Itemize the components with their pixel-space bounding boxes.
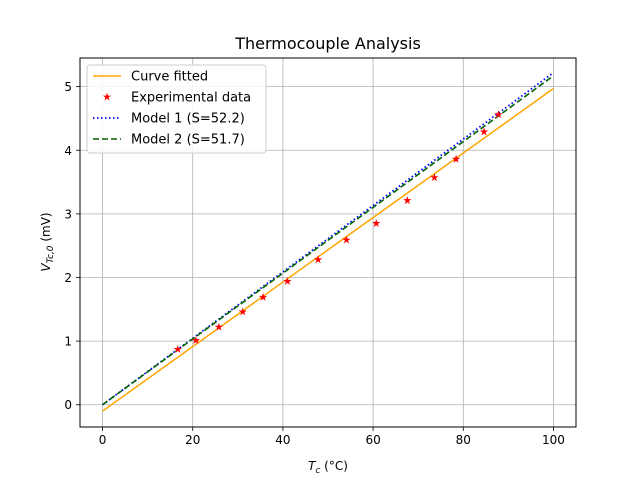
experimental-data-point — [173, 344, 183, 353]
y-tick-label: 0 — [64, 398, 72, 412]
legend-entry-experimental-data: Experimental data — [102, 91, 251, 106]
y-tick-label: 5 — [64, 80, 72, 94]
legend-entry-model-1: Model 1 (S=52.2) — [93, 112, 245, 127]
experimental-data-point — [430, 173, 439, 182]
experimental-data-point — [313, 255, 323, 264]
x-tick-label: 40 — [275, 433, 290, 447]
legend-swatch-experimental-data — [102, 92, 112, 101]
experimental-data-point — [372, 219, 381, 227]
curve-fitted-line — [102, 87, 554, 412]
experimental-data-point — [214, 322, 224, 331]
x-tick-label: 60 — [365, 433, 380, 447]
legend-entry-curve-fitted: Curve fitted — [93, 70, 208, 85]
grid — [80, 58, 576, 427]
x-tick-label: 0 — [99, 433, 107, 447]
y-tick-label: 1 — [64, 335, 72, 349]
y-tick-label: 3 — [64, 207, 72, 221]
x-axis-label: Tc (°C) — [308, 459, 348, 476]
chart-title: Thermocouple Analysis — [234, 34, 421, 53]
legend-label-curve-fitted: Curve fitted — [131, 70, 208, 85]
legend-entry-model-2: Model 2 (S=51.7) — [93, 133, 245, 148]
experimental-data-point — [479, 127, 489, 136]
experimental-data-point — [238, 307, 247, 316]
legend-label-experimental-data: Experimental data — [131, 91, 251, 106]
y-tick-label: 4 — [64, 144, 72, 158]
y-axis-label: VTc,0 (mV) — [39, 212, 56, 271]
x-tick-label: 100 — [542, 433, 565, 447]
experimental-data-point — [283, 276, 292, 285]
series-layer — [102, 71, 554, 412]
x-tick-label: 80 — [456, 433, 471, 447]
ticks: 0 20 40 60 80 100 0 1 2 3 4 5 — [64, 80, 565, 447]
experimental-data-point — [494, 110, 503, 119]
experimental-data-point — [403, 196, 412, 205]
experimental-data-point — [342, 235, 351, 244]
legend-label-model-1: Model 1 (S=52.2) — [131, 112, 245, 127]
experimental-data-point — [258, 292, 268, 301]
legend-box — [86, 64, 267, 154]
legend-label-model-2: Model 2 (S=51.7) — [131, 133, 245, 148]
y-tick-label: 2 — [64, 271, 72, 285]
plot-frame — [79, 57, 577, 428]
experimental-data-point — [191, 336, 201, 345]
x-tick-label: 20 — [185, 433, 200, 447]
legend: Curve fitted Experimental data Model 1 (… — [86, 64, 267, 154]
experimental-data-point — [451, 154, 461, 163]
